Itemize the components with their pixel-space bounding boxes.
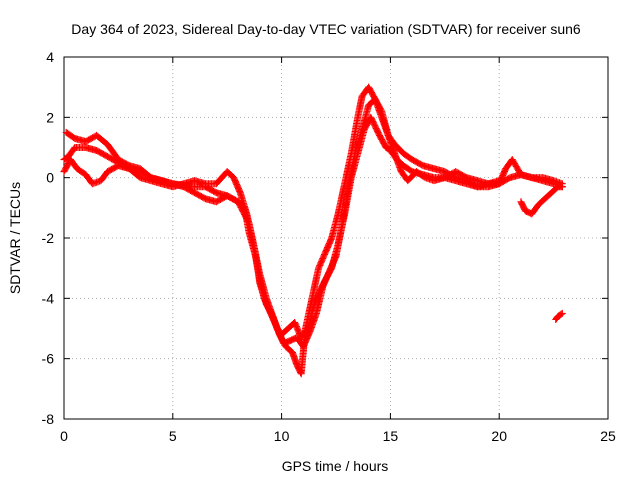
y-tick-label: 4 [46,49,54,65]
data-markers [60,83,566,378]
series-4 [517,183,566,218]
data-point [495,177,503,185]
x-axis-label: GPS time / hours [282,458,389,474]
data-point [557,310,565,318]
y-tick-label: -6 [42,351,55,367]
data-point [558,183,566,191]
y-axis-label: SDTVAR / TECUs [7,182,23,294]
y-tick-label: -4 [42,290,55,306]
series-5 [552,309,566,323]
y-tick-label: 0 [46,170,54,186]
x-tick-label: 20 [491,428,507,444]
series-2 [62,95,566,351]
x-tick-label: 0 [60,428,68,444]
x-tick-label: 5 [169,428,177,444]
y-tick-label: -8 [42,411,55,427]
x-tick-label: 25 [600,428,616,444]
chart-title: Day 364 of 2023, Sidereal Day-to-day VTE… [71,21,581,37]
x-tick-label: 10 [274,428,290,444]
y-tick-label: 2 [46,109,54,125]
y-tick-label: -2 [42,230,55,246]
axis-ticks: 0 5 10 15 20 25 -8 -6 -4 -2 0 2 4 [42,49,616,444]
data-point [558,309,566,317]
series-3 [60,83,503,378]
x-tick-label: 15 [383,428,399,444]
